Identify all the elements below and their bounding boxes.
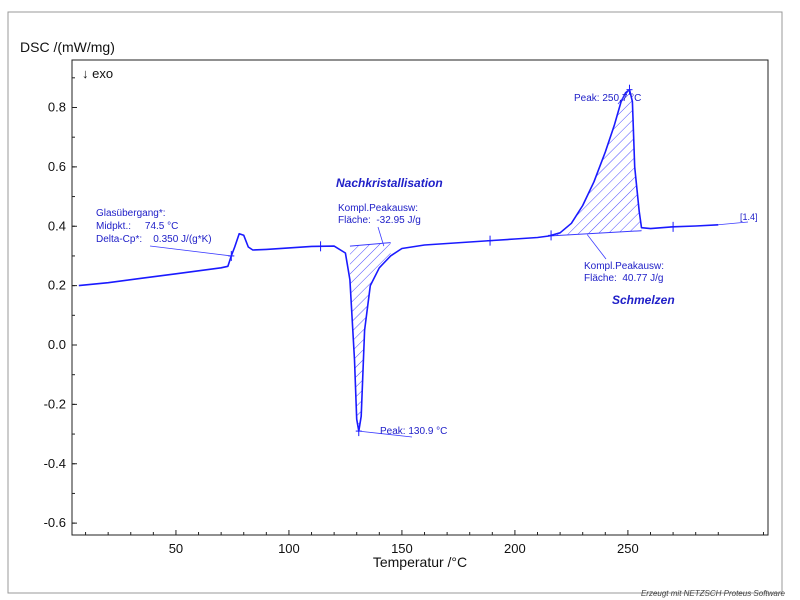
y-tick-label: 0.4	[48, 218, 66, 233]
cryst-area-line-2: Fläche: -32.95 J/g	[338, 215, 421, 226]
y-tick-label: 0.8	[48, 100, 66, 115]
glass-line-3: Delta-Cp*: 0.350 J/(g*K)	[96, 234, 212, 245]
melt-peak-leader	[617, 89, 630, 105]
annotation-leaders	[149, 89, 749, 438]
glass-line-2: Midpkt.: 74.5 °C	[96, 221, 178, 232]
cryst-area-leader	[377, 226, 385, 247]
crystallization-area-annotation: Kompl.Peakausw: Fläche: -32.95 J/g	[338, 203, 421, 226]
x-tick-label: 250	[617, 541, 639, 556]
y-axis-label: DSC /(mW/mg)	[20, 39, 115, 55]
glass-leader	[149, 245, 232, 257]
glass-line-1: Glasübergang*:	[96, 208, 166, 219]
melting-area-annotation: Kompl.Peakausw: Fläche: 40.77 J/g	[584, 261, 664, 284]
footer-credit: Erzeugt mit NETZSCH Proteus Software	[641, 589, 786, 598]
exo-indicator: ↓ exo	[82, 66, 113, 81]
melting-peak-label: Peak: 250,7 °C	[574, 93, 641, 104]
x-tick-label: 50	[169, 541, 183, 556]
melt-area-line-2: Fläche: 40.77 J/g	[584, 273, 664, 284]
curve-tag: [1.4]	[740, 212, 758, 222]
x-tick-label: 200	[504, 541, 526, 556]
y-tick-label: 0.0	[48, 337, 66, 352]
melt-area-leader	[586, 234, 607, 260]
hatched-areas	[349, 89, 642, 432]
x-tick-label: 150	[391, 541, 413, 556]
baseline-nachkristallisation	[349, 242, 391, 247]
y-tick-label: -0.6	[44, 515, 66, 530]
melting-title: Schmelzen	[612, 293, 675, 307]
y-tick-label: 0.6	[48, 159, 66, 174]
y-tick-label: -0.4	[44, 456, 66, 471]
melt-area-line-1: Kompl.Peakausw:	[584, 261, 664, 272]
dsc-curve	[78, 88, 719, 432]
glass-transition-annotation: Glasübergang*: Midpkt.: 74.5 °C Delta-Cp…	[96, 208, 212, 245]
baseline-schmelzen	[548, 230, 642, 237]
x-tick-label: 100	[278, 541, 300, 556]
y-tick-label: -0.2	[44, 396, 66, 411]
cryst-area-line-1: Kompl.Peakausw:	[338, 203, 418, 214]
cryst-peak-leader	[358, 430, 413, 438]
y-tick-label: 0.2	[48, 278, 66, 293]
x-axis-label: Temperatur /°C	[373, 554, 467, 570]
hatched-area-nachkristallisation	[349, 242, 391, 432]
crystallization-peak-label: Peak: 130.9 °C	[380, 426, 447, 437]
plot-frame	[71, 59, 769, 536]
axis-ticks: -0.6 -0.4 -0.2 0.0 0.2 0.4 0.6 0.8 50 100 150 200 25…	[44, 77, 764, 556]
hatched-area-schmelzen	[548, 89, 642, 236]
crystallization-title: Nachkristallisation	[336, 176, 443, 190]
series-group	[78, 88, 719, 432]
outer-frame	[7, 11, 783, 594]
curve-tag-leader	[718, 221, 749, 226]
